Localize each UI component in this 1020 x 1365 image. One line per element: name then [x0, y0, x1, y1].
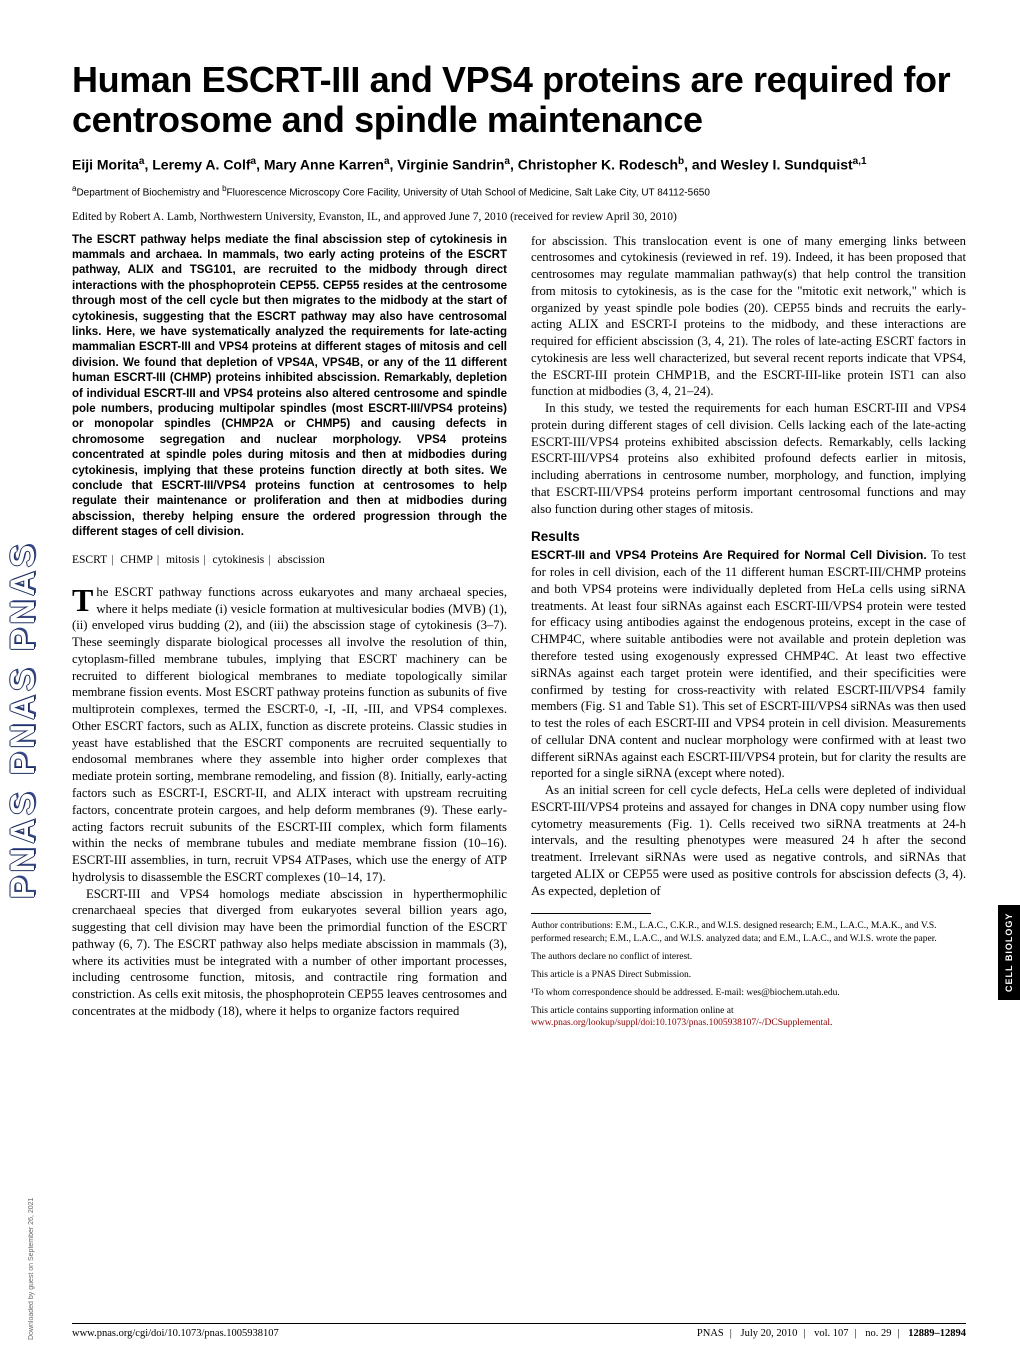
- footnote-direct-submission: This article is a PNAS Direct Submission…: [531, 969, 966, 982]
- keyword: mitosis: [166, 554, 199, 566]
- page-content: Human ESCRT-III and VPS4 proteins are re…: [72, 60, 966, 1035]
- supplemental-link[interactable]: www.pnas.org/lookup/suppl/doi:10.1073/pn…: [531, 1018, 830, 1028]
- footer-journal: PNAS: [697, 1328, 724, 1339]
- body-paragraph: for abscission. This translocation event…: [531, 233, 966, 401]
- footnotes: Author contributions: E.M., L.A.C., C.K.…: [531, 920, 966, 1030]
- footer-citation: PNAS| July 20, 2010| vol. 107| no. 29| 1…: [697, 1328, 966, 1339]
- results-text: To test for roles in cell division, each…: [531, 548, 966, 780]
- section-heading-results: Results: [531, 528, 966, 546]
- results-paragraph: As an initial screen for cell cycle defe…: [531, 782, 966, 899]
- keywords-line: ESCRT| CHMP| mitosis| cytokinesis| absci…: [72, 553, 507, 568]
- section-tab: CELL BIOLOGY: [998, 905, 1020, 1000]
- body-paragraph: ESCRT-III and VPS4 homologs mediate absc…: [72, 886, 507, 1020]
- download-note: Downloaded by guest on September 26, 202…: [28, 1130, 40, 1340]
- footnote-supp-prefix: This article contains supporting informa…: [531, 1006, 734, 1016]
- keyword: abscission: [277, 554, 324, 566]
- abstract: The ESCRT pathway helps mediate the fina…: [72, 233, 507, 541]
- footnote-supplemental: This article contains supporting informa…: [531, 1005, 966, 1031]
- footnote-rule: [531, 913, 651, 914]
- footer-pages: 12889–12894: [908, 1328, 966, 1339]
- dropcap: T: [72, 584, 96, 614]
- results-runin-heading: ESCRT-III and VPS4 Proteins Are Required…: [531, 548, 927, 562]
- footer-date: July 20, 2010: [740, 1328, 797, 1339]
- footer-volume: vol. 107: [814, 1328, 848, 1339]
- body-paragraph: In this study, we tested the requirement…: [531, 400, 966, 517]
- footer-issue: no. 29: [865, 1328, 891, 1339]
- article-title: Human ESCRT-III and VPS4 proteins are re…: [72, 60, 966, 141]
- pnas-vertical-banner: PNAS PNAS PNAS: [4, 370, 40, 1070]
- footnote-author-contrib: Author contributions: E.M., L.A.C., C.K.…: [531, 920, 966, 946]
- body-paragraph: The ESCRT pathway functions across eukar…: [72, 584, 507, 886]
- footnote-correspondence: ¹To whom correspondence should be addres…: [531, 987, 966, 1000]
- footnote-supp-suffix: .: [830, 1018, 832, 1028]
- footnote-coi: The authors declare no conflict of inter…: [531, 951, 966, 964]
- author-list: Eiji Moritaa, Leremy A. Colfa, Mary Anne…: [72, 155, 966, 175]
- keyword: CHMP: [120, 554, 153, 566]
- body-text: he ESCRT pathway functions across eukary…: [72, 585, 507, 884]
- page-footer: www.pnas.org/cgi/doi/10.1073/pnas.100593…: [72, 1323, 966, 1339]
- affiliations: aDepartment of Biochemistry and bFluores…: [72, 184, 966, 198]
- two-column-body: The ESCRT pathway helps mediate the fina…: [72, 233, 966, 1036]
- results-paragraph: ESCRT-III and VPS4 Proteins Are Required…: [531, 547, 966, 782]
- keyword: cytokinesis: [213, 554, 265, 566]
- footer-doi: www.pnas.org/cgi/doi/10.1073/pnas.100593…: [72, 1328, 279, 1339]
- edited-by-line: Edited by Robert A. Lamb, Northwestern U…: [72, 211, 966, 223]
- keyword: ESCRT: [72, 554, 107, 566]
